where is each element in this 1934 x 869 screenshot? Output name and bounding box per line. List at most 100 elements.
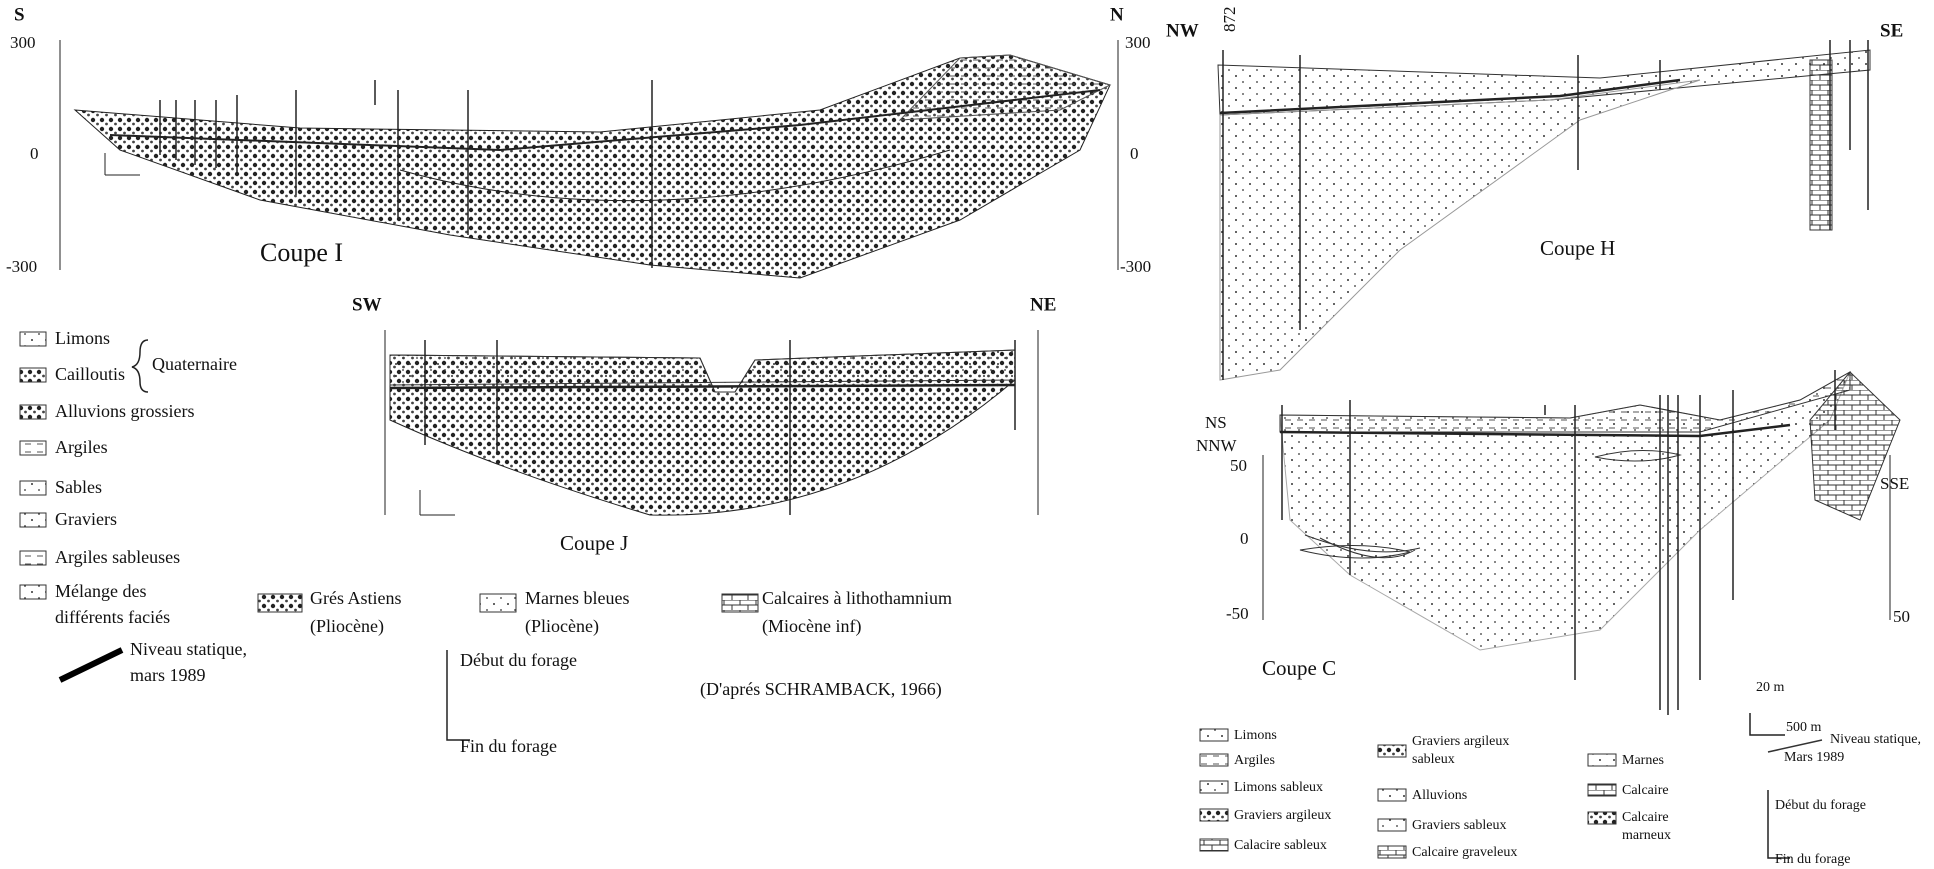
legend-label: Graviers argileux bbox=[1412, 734, 1509, 749]
boreholes bbox=[1281, 370, 1836, 715]
section-layer bbox=[1809, 59, 1833, 231]
legend-swatch bbox=[1199, 728, 1229, 742]
bracket bbox=[131, 339, 149, 393]
direction-label: SE bbox=[1880, 20, 1903, 41]
legend-label: (Pliocène) bbox=[310, 616, 384, 637]
boreholes bbox=[159, 80, 653, 268]
legend-swatch bbox=[1587, 783, 1617, 797]
legend-label: Limons sableux bbox=[1234, 780, 1323, 795]
legend-swatch bbox=[1199, 753, 1229, 767]
borehole-symbol bbox=[446, 650, 470, 741]
legend-label: Début du forage bbox=[460, 650, 577, 670]
legend-label: Calcaire bbox=[1622, 783, 1669, 798]
legend-label: Graviers bbox=[55, 509, 117, 529]
legend-swatch bbox=[19, 550, 47, 566]
axis-label: 0 bbox=[30, 144, 39, 163]
section-layer bbox=[898, 54, 1112, 121]
legend-swatch bbox=[721, 593, 759, 613]
legend-label: Argiles bbox=[55, 437, 108, 457]
coupe-c bbox=[1262, 370, 1901, 736]
section-title: Coupe C bbox=[1262, 656, 1336, 680]
boreholes bbox=[424, 340, 1016, 515]
legend-label: Argiles bbox=[1234, 753, 1275, 768]
axis-label: -300 bbox=[6, 257, 37, 276]
legend-swatch bbox=[1377, 845, 1407, 859]
section-title: Coupe H bbox=[1540, 236, 1615, 260]
static-level bbox=[389, 383, 1016, 390]
legend-swatch bbox=[19, 480, 47, 496]
scale-bar bbox=[1749, 713, 1785, 736]
legend-swatch bbox=[1199, 780, 1229, 794]
legend-label: Grés Astiens bbox=[310, 588, 402, 608]
legend-swatch bbox=[479, 593, 517, 613]
legend-label: Calcaire graveleux bbox=[1412, 845, 1517, 860]
section-title: Coupe I bbox=[260, 238, 343, 267]
legend-swatch bbox=[19, 584, 47, 600]
legend-label: Niveau statique, bbox=[1830, 732, 1921, 747]
legend-line bbox=[58, 647, 124, 683]
legend-swatch bbox=[19, 331, 47, 347]
lens bbox=[1319, 537, 1416, 559]
legend-swatch bbox=[1199, 808, 1229, 822]
legend-swatch bbox=[1377, 788, 1407, 802]
legend-swatch bbox=[1587, 753, 1617, 767]
boreholes bbox=[1222, 40, 1869, 380]
legend-right bbox=[1199, 728, 1823, 859]
axis-label: 300 bbox=[10, 33, 36, 52]
legend-label: Marnes bbox=[1622, 753, 1664, 768]
lens bbox=[1594, 450, 1682, 462]
legend-label: (Miocène inf) bbox=[762, 616, 861, 637]
section-body bbox=[389, 349, 1016, 516]
direction-label: NNW bbox=[1196, 436, 1238, 455]
legend-label: mars 1989 bbox=[130, 665, 206, 685]
coupe-j bbox=[384, 330, 1039, 516]
axis-label: 50 bbox=[1230, 456, 1247, 475]
legend-label: (Pliocène) bbox=[525, 616, 599, 637]
legend-label: Alluvions grossiers bbox=[55, 401, 195, 421]
legend-label: Mélange des bbox=[55, 581, 146, 601]
section-title: Coupe J bbox=[560, 531, 628, 555]
axis-label: 0 bbox=[1130, 144, 1139, 163]
legend-label: Calcaire bbox=[1622, 810, 1669, 825]
legend-line bbox=[1767, 739, 1823, 753]
legend-label: Calacire sableux bbox=[1234, 838, 1327, 853]
legend-swatch bbox=[1377, 744, 1407, 758]
legend-swatch bbox=[1199, 838, 1229, 852]
borehole-symbol bbox=[1767, 790, 1790, 859]
axis-label: 300 bbox=[1125, 33, 1151, 52]
legend-swatch bbox=[19, 440, 47, 456]
source-note: (D'aprés SCHRAMBACK, 1966) bbox=[700, 679, 942, 700]
direction-label: S bbox=[14, 4, 25, 25]
direction-label: NS bbox=[1205, 413, 1227, 432]
legend-label: Niveau statique, bbox=[130, 639, 247, 659]
legend-label: sableux bbox=[1412, 752, 1455, 767]
legend-label: Graviers sableux bbox=[1412, 818, 1506, 833]
axis-label: 0 bbox=[1240, 529, 1249, 548]
legend-label: Limons bbox=[1234, 728, 1277, 743]
section-layer bbox=[389, 349, 1016, 393]
section-layer bbox=[1809, 371, 1901, 521]
scale-label: 500 m bbox=[1786, 720, 1822, 735]
legend-left bbox=[19, 331, 759, 741]
coupe-i bbox=[59, 40, 1119, 279]
scale-label: 20 m bbox=[1756, 680, 1785, 695]
legend-label: Marnes bleues bbox=[525, 588, 629, 608]
legend-label: Mars 1989 bbox=[1784, 750, 1844, 765]
legend-label: Limons bbox=[55, 328, 110, 348]
legend-swatch bbox=[19, 404, 47, 420]
coupe-h bbox=[1217, 40, 1871, 381]
legend-label: Graviers argileux bbox=[1234, 808, 1331, 823]
section-body bbox=[73, 54, 1111, 279]
legend-label: Alluvions bbox=[1412, 788, 1467, 803]
static-level bbox=[1219, 78, 1681, 115]
axis-label: 50 bbox=[1893, 607, 1910, 626]
legend-label: différents faciés bbox=[55, 607, 170, 627]
layer-line bbox=[399, 149, 951, 202]
section-body bbox=[1219, 79, 1701, 381]
direction-label: NE bbox=[1030, 294, 1056, 315]
legend-label: Fin du forage bbox=[1775, 852, 1850, 867]
legend-label: Fin du forage bbox=[460, 736, 557, 756]
legend-swatch bbox=[257, 593, 303, 613]
direction-label: NW bbox=[1166, 20, 1199, 41]
